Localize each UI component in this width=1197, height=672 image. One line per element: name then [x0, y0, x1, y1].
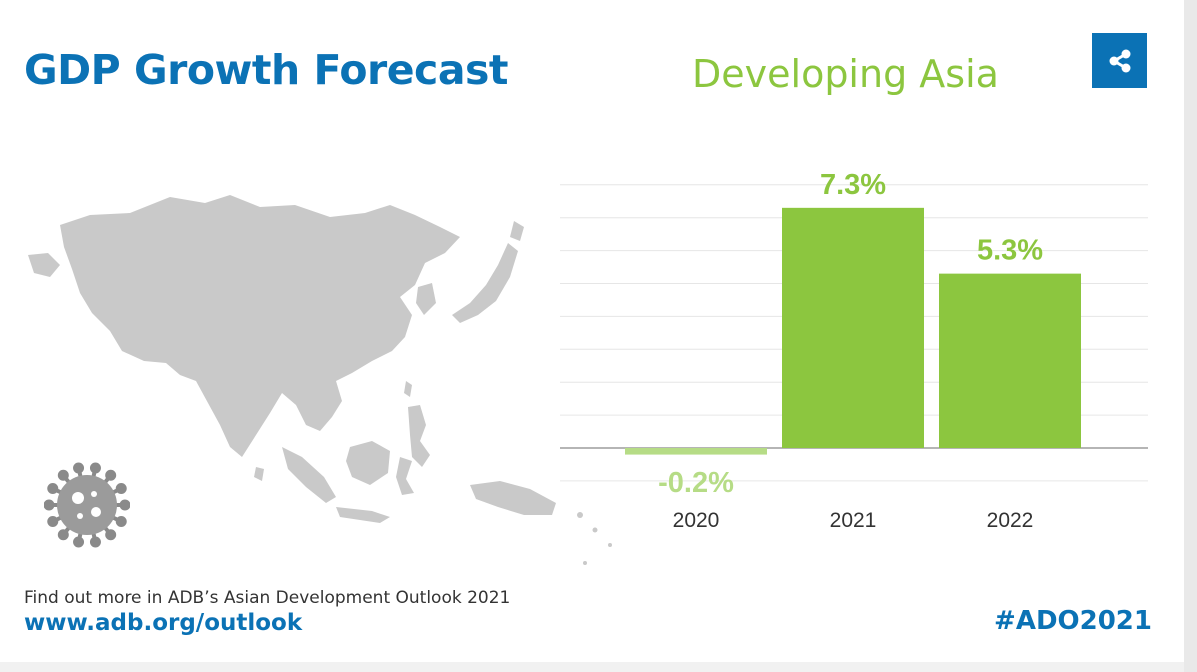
category-label-2021: 2021 — [830, 509, 877, 532]
share-icon — [1109, 49, 1130, 72]
share-button[interactable] — [1092, 33, 1147, 88]
outlook-link[interactable]: www.adb.org/outlook — [24, 610, 303, 636]
category-label-2022: 2022 — [987, 509, 1034, 532]
value-label-2021: 7.3% — [820, 169, 886, 201]
gdp-bar-chart: -0.2% 7.3% 5.3% 2020 2021 2022 — [560, 169, 1148, 532]
bar-2021 — [782, 207, 924, 448]
asia-map-icon — [28, 195, 612, 565]
value-label-2022: 5.3% — [977, 235, 1043, 267]
footer-text: Find out more in ADB’s Asian Development… — [24, 588, 511, 608]
infographic-card: GDP Growth Forecast Developing Asia — [0, 0, 1184, 662]
category-label-2020: 2020 — [673, 509, 720, 532]
coronavirus-icon — [44, 462, 130, 548]
scrollbar-track[interactable] — [1184, 0, 1197, 672]
value-label-2020: -0.2% — [658, 467, 734, 499]
chart-subtitle: Developing Asia — [692, 52, 999, 96]
bar-2022 — [939, 273, 1081, 448]
page-title: GDP Growth Forecast — [24, 46, 509, 94]
bar-2020 — [625, 448, 767, 455]
hashtag: #ADO2021 — [994, 606, 1152, 636]
